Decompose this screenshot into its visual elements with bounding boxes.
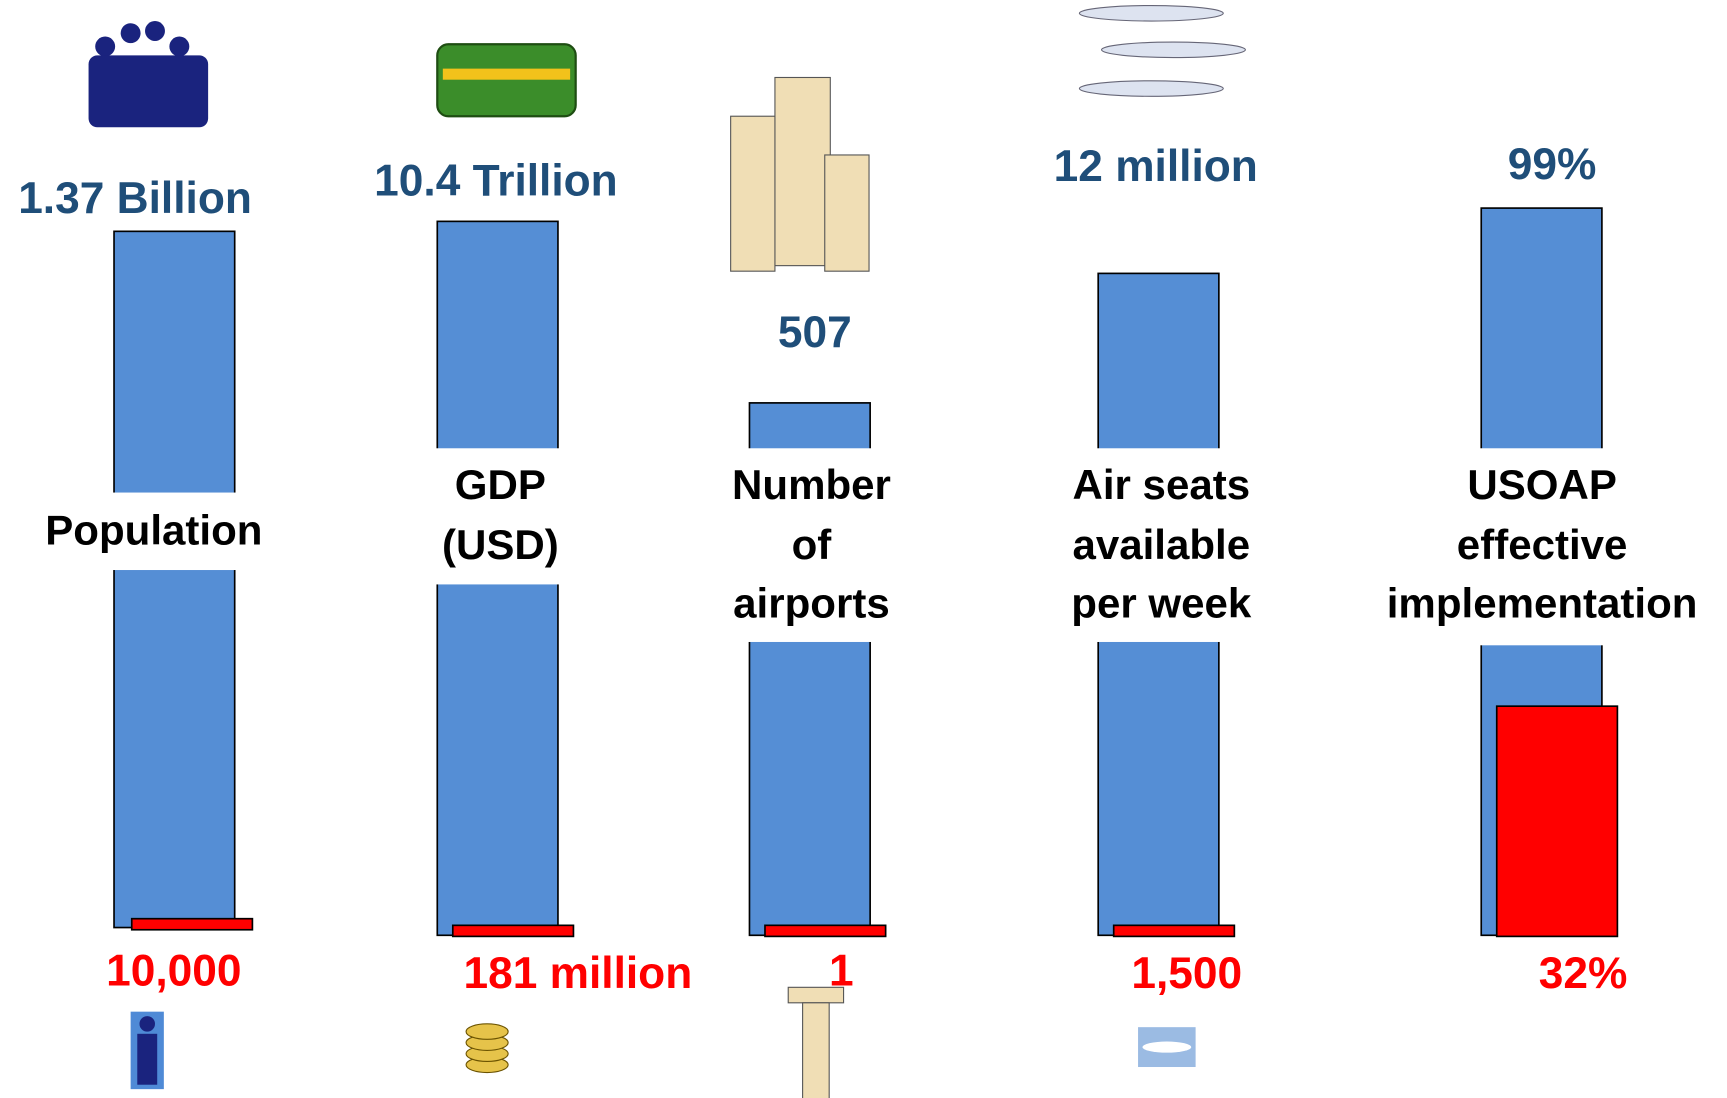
column-label: Number — [732, 461, 891, 508]
label-backdrop — [1089, 448, 1228, 642]
bottom-value: 10,000 — [106, 947, 241, 996]
top-value: 507 — [778, 308, 852, 357]
top-value: 99% — [1508, 140, 1597, 189]
column-label: available — [1072, 521, 1250, 568]
column-label: (USD) — [442, 521, 559, 568]
column-label: USOAP — [1467, 461, 1617, 508]
column-label: Population — [45, 507, 262, 554]
label-backdrop — [428, 448, 567, 585]
label-backdrop — [1472, 448, 1611, 646]
red-bar — [1495, 705, 1619, 938]
bottom-value: 181 million — [463, 949, 692, 998]
bottom-value: 1 — [829, 947, 854, 996]
person-icon — [130, 1011, 164, 1090]
label-backdrop — [105, 492, 244, 571]
column-label: per week — [1071, 580, 1252, 627]
towers-icon — [730, 76, 870, 272]
top-value: 10.4 Trillion — [374, 156, 618, 205]
bottom-value: 32% — [1539, 949, 1628, 998]
column-label: implementation — [1387, 580, 1698, 627]
bottom-value: 1,500 — [1131, 949, 1242, 998]
column-label: effective — [1457, 521, 1628, 568]
top-value: 12 million — [1054, 142, 1258, 191]
planes-icon — [1078, 4, 1246, 97]
label-backdrop — [740, 448, 879, 642]
red-bar — [130, 917, 254, 931]
red-bar — [451, 924, 575, 938]
column-label: Air seats — [1072, 461, 1250, 508]
coins-icon — [465, 1023, 509, 1074]
money-icon — [436, 43, 577, 118]
plane-icon — [1138, 1027, 1196, 1068]
column-label: airports — [733, 580, 890, 627]
column-label: of — [792, 521, 833, 568]
column-label: GDP — [455, 461, 546, 508]
top-value: 1.37 Billion — [18, 174, 252, 223]
population-icon — [88, 21, 209, 128]
red-bar — [764, 924, 887, 938]
tower-icon — [787, 986, 845, 1098]
red-bar — [1112, 924, 1236, 938]
blue-bar — [113, 230, 236, 929]
